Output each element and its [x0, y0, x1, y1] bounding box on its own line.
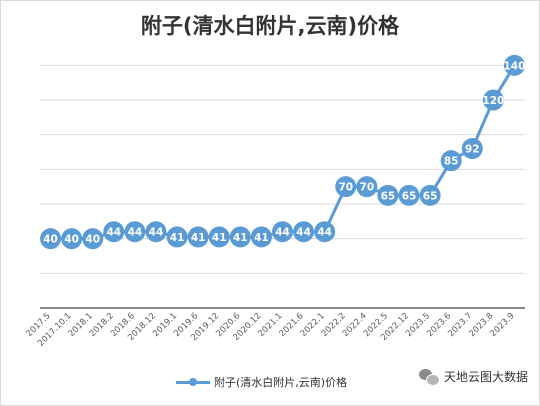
- data-point: [335, 176, 357, 198]
- data-label: 41: [191, 232, 206, 244]
- data-point: [145, 221, 167, 243]
- data-point: [250, 226, 272, 248]
- data-point: [503, 54, 525, 76]
- data-point: [440, 150, 462, 172]
- data-point: [61, 228, 83, 250]
- watermark: 天地云图大数据: [418, 368, 528, 386]
- series-line: [50, 64, 516, 241]
- data-label: 41: [212, 232, 227, 244]
- legend-line-marker-icon: [176, 376, 210, 388]
- data-point: [208, 226, 230, 248]
- data-point: [356, 176, 378, 198]
- data-label: 44: [149, 227, 164, 239]
- data-point: [124, 221, 146, 243]
- data-point: [272, 221, 293, 243]
- data-point: [377, 184, 399, 206]
- data-point: [314, 221, 336, 243]
- data-label: 85: [444, 156, 459, 168]
- data-label: 120: [482, 95, 504, 107]
- data-point: [419, 184, 441, 206]
- legend: 附子(清水白附片,云南)价格: [176, 372, 347, 392]
- legend-label: 附子(清水白附片,云南)价格: [214, 376, 348, 389]
- watermark-text: 天地云图大数据: [443, 370, 528, 384]
- wechat-icon: [418, 368, 440, 386]
- data-label: 65: [423, 190, 438, 202]
- data-label: 41: [233, 232, 248, 244]
- data-point: [229, 226, 251, 248]
- data-label: 40: [64, 234, 79, 246]
- data-point: [482, 89, 504, 111]
- data-label: 65: [381, 190, 396, 202]
- data-point: [461, 138, 483, 160]
- data-label: 41: [170, 232, 185, 244]
- x-tick-label: 2023.9: [488, 311, 516, 339]
- data-point: [293, 221, 315, 243]
- data-label: 41: [254, 232, 269, 244]
- data-point: [82, 228, 104, 250]
- data-label: 70: [360, 182, 375, 194]
- chart-title: 附子(清水白附片,云南)价格: [140, 14, 400, 38]
- data-label: 70: [338, 182, 353, 194]
- data-point: [187, 226, 209, 248]
- data-label: 44: [128, 227, 143, 239]
- data-point: [103, 221, 125, 243]
- data-label: 40: [43, 234, 58, 246]
- data-label: 140: [503, 60, 525, 72]
- data-label: 65: [402, 190, 417, 202]
- data-point: [166, 226, 188, 248]
- data-label: 44: [317, 227, 332, 239]
- data-label: 44: [106, 227, 121, 239]
- data-label: 40: [85, 234, 100, 246]
- data-label: 44: [296, 227, 311, 239]
- data-label: 44: [275, 227, 290, 239]
- data-label: 92: [465, 144, 480, 156]
- data-point: [398, 184, 420, 206]
- data-point: [40, 228, 62, 250]
